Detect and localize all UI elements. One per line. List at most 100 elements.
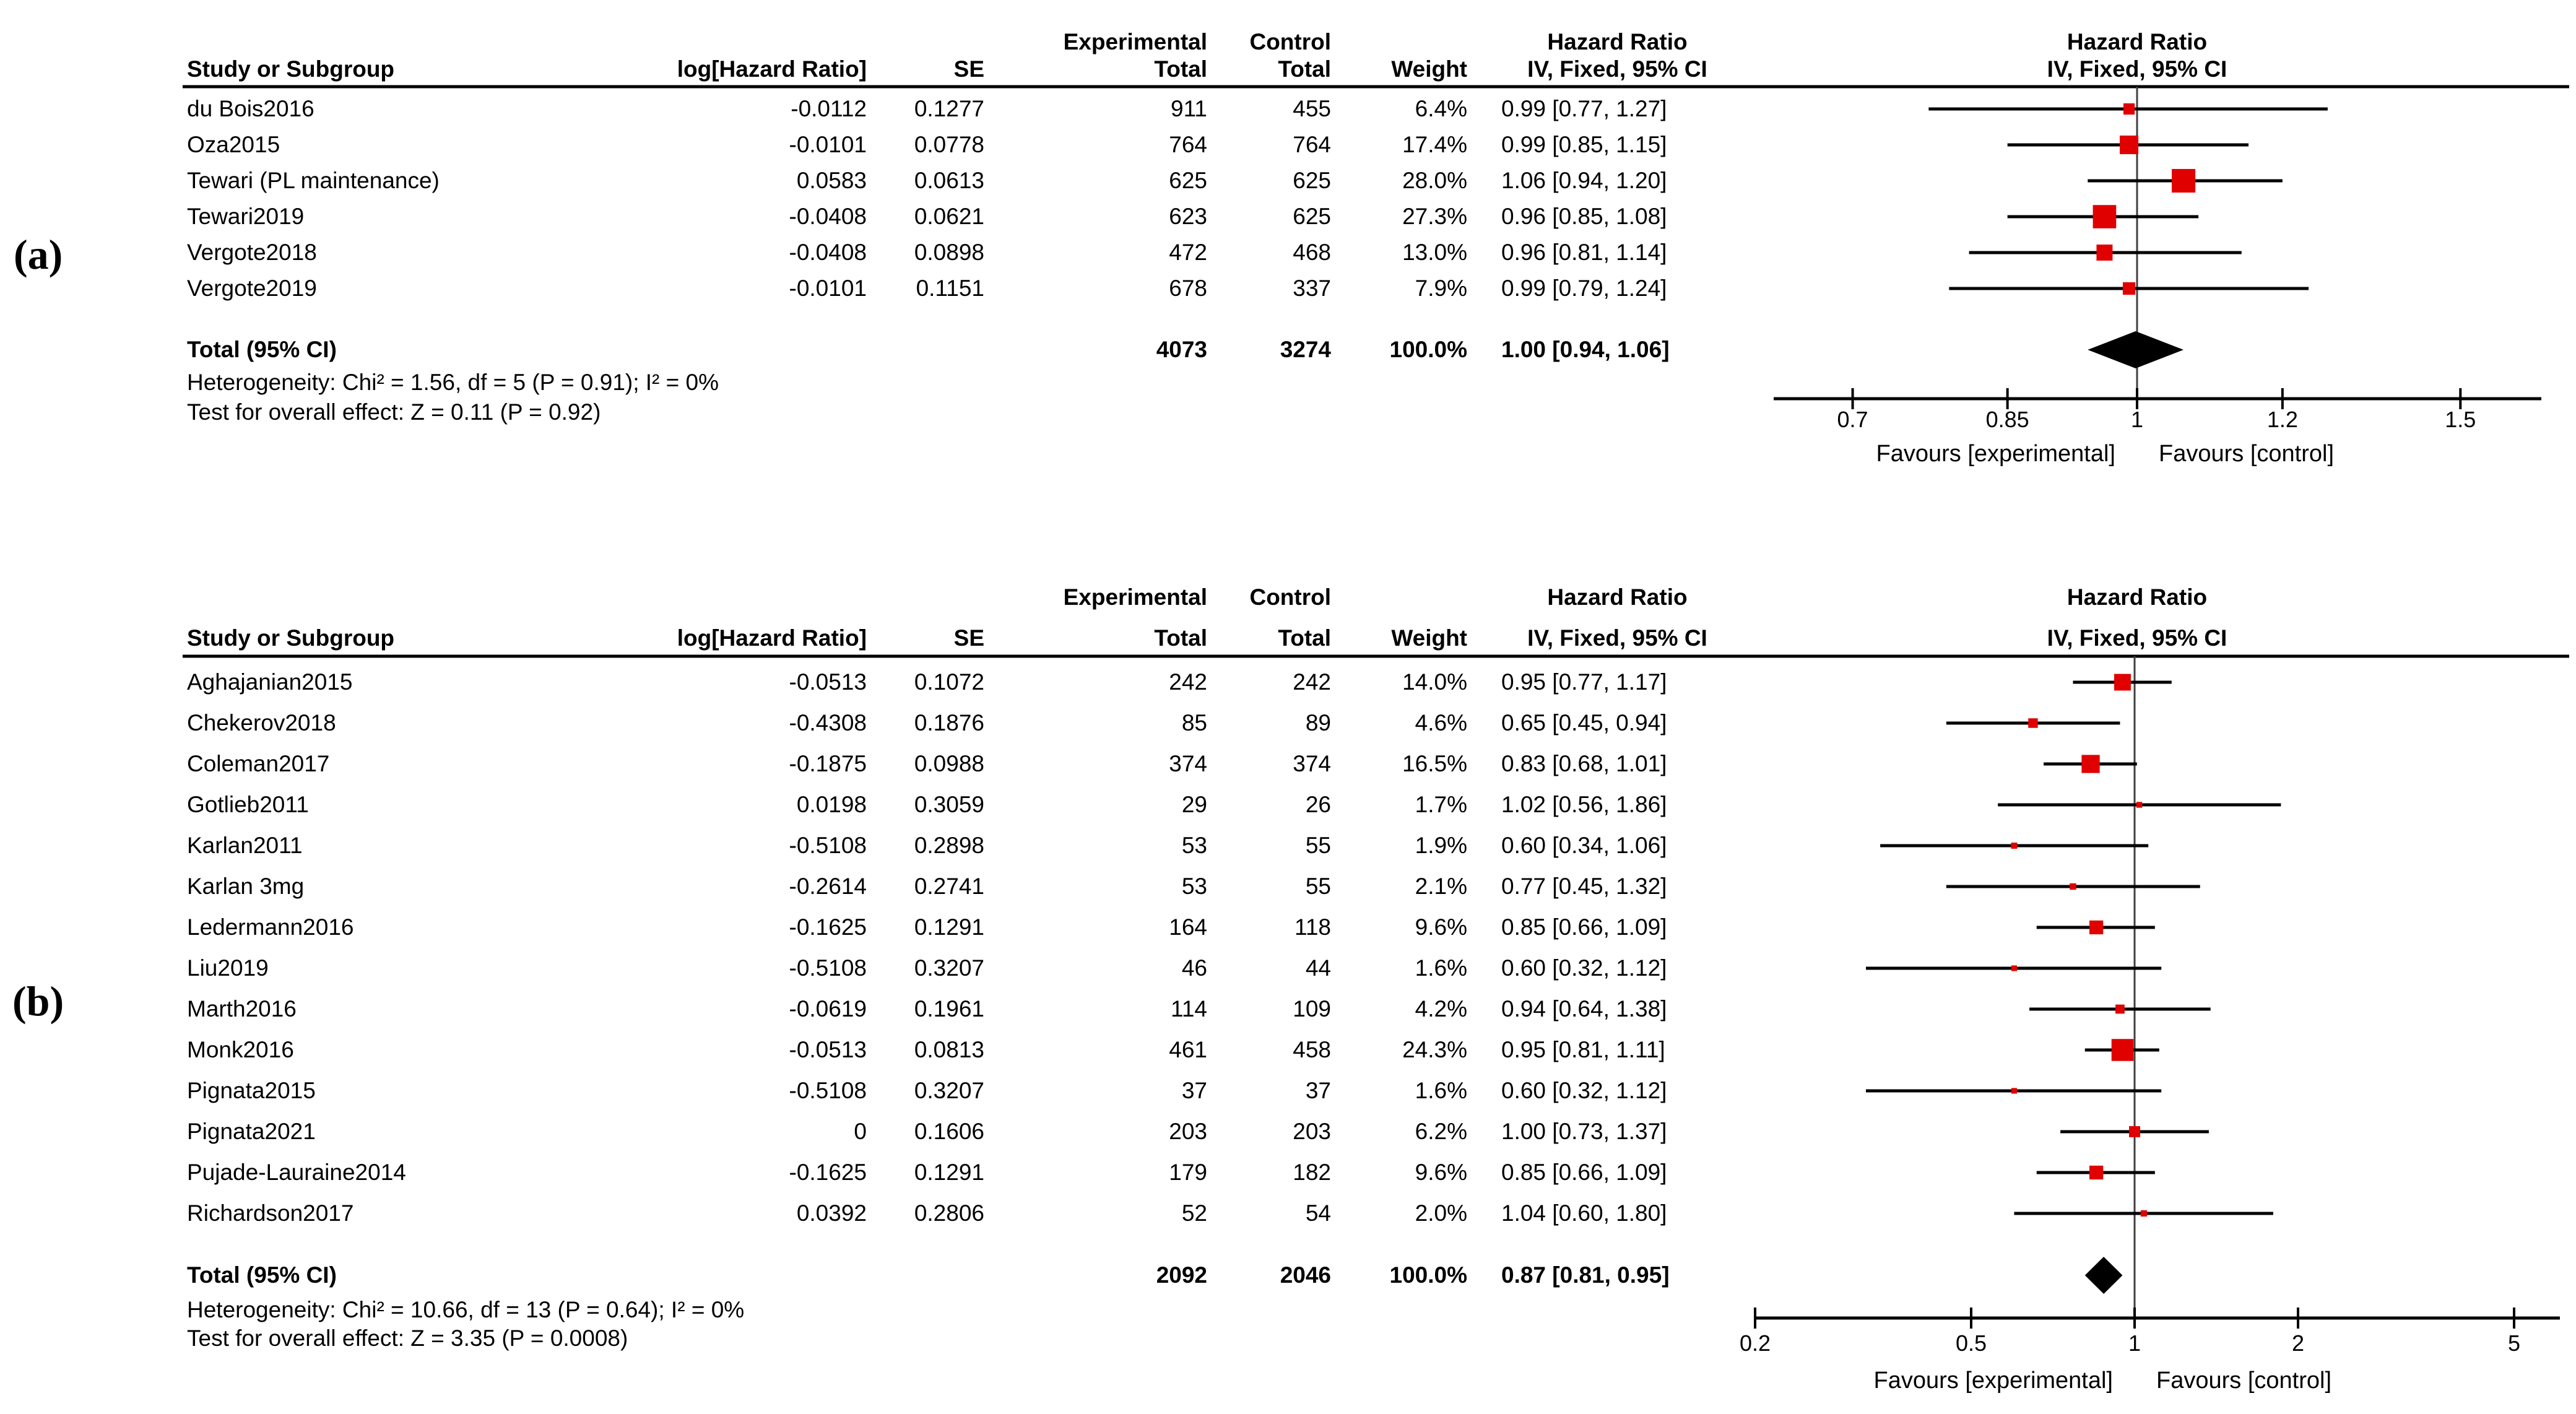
table-row: Ledermann2016 -0.1625 0.1291 164 118 9.6% 0.85…	[0, 914, 2576, 941]
experimental-total-value: 52	[1181, 1200, 1207, 1226]
table-row: Karlan2011 -0.5108 0.2898 53 55 1.9% 0.60 [0.3…	[0, 832, 2576, 859]
log-hazard-ratio-value: -0.2614	[789, 874, 867, 899]
col-weight: Weight	[1391, 625, 1467, 651]
se-value: 0.2741	[914, 874, 984, 899]
control-total-value: 55	[1305, 833, 1331, 858]
col-experimental: Experimental	[1063, 29, 1207, 54]
study-name: Oza2015	[187, 132, 280, 157]
log-hazard-ratio-value: -0.1625	[789, 914, 867, 940]
log-hazard-ratio-value: 0	[854, 1119, 867, 1144]
control-total-value: 118	[1295, 914, 1331, 940]
weight-value: 27.3%	[1402, 204, 1467, 229]
study-name: Chekerov2018	[187, 710, 336, 735]
study-name: Ledermann2016	[187, 914, 354, 940]
experimental-total-value: 242	[1169, 669, 1207, 695]
plot-header-iv-fixed-ci: IV, Fixed, 95% CI	[2047, 625, 2227, 651]
table-row: Monk2016 -0.0513 0.0813 461 458 24.3% 0.95 [0.…	[0, 1036, 2576, 1064]
log-hazard-ratio-value: -0.5108	[789, 1078, 867, 1103]
panel-a-header-row-1: Experimental Control Hazard Ratio Hazard…	[0, 28, 2576, 56]
table-row: Gotlieb2011 0.0198 0.3059 29 26 1.7% 1.02 [0.5…	[0, 791, 2576, 818]
experimental-total-value: 179	[1169, 1160, 1207, 1185]
log-hazard-ratio-value: -0.5108	[789, 833, 867, 858]
heterogeneity-text: Heterogeneity: Chi² = 1.56, df = 5 (P = …	[187, 370, 719, 395]
experimental-total-value: 53	[1181, 874, 1207, 899]
hazard-ratio-ci-text: 0.99 [0.85, 1.15]	[1501, 132, 1667, 157]
hazard-ratio-ci-text: 1.04 [0.60, 1.80]	[1501, 1200, 1667, 1226]
col-iv-fixed-ci: IV, Fixed, 95% CI	[1527, 625, 1707, 651]
weight-value: 1.6%	[1415, 1078, 1467, 1103]
experimental-total-value: 29	[1181, 792, 1207, 817]
weight-value: 7.9%	[1415, 275, 1467, 301]
col-weight: Weight	[1391, 56, 1467, 82]
panel-b-header-row-1: Experimental Control Hazard Ratio Hazard…	[0, 584, 2576, 611]
study-name: Gotlieb2011	[187, 792, 309, 817]
overall-effect-text: Test for overall effect: Z = 0.11 (P = 0…	[187, 399, 601, 425]
col-study-or-subgroup: Study or Subgroup	[187, 56, 395, 82]
log-hazard-ratio-value: -0.0408	[789, 240, 867, 265]
total-row: Total (95% CI) 4073 3274 100.0% 1.00 [0.94, …	[0, 336, 2576, 363]
panel-b-label: (b)	[12, 978, 64, 1025]
control-total-value: 109	[1293, 996, 1331, 1021]
table-row: Karlan 3mg -0.2614 0.2741 53 55 2.1% 0.77 [0.4…	[0, 873, 2576, 900]
heterogeneity-text: Heterogeneity: Chi² = 10.66, df = 13 (P …	[187, 1297, 745, 1322]
study-name: Pignata2015	[187, 1078, 316, 1103]
table-row: Vergote2019 -0.0101 0.1151 678 337 7.9% 0.99 […	[0, 275, 2576, 302]
favours-control-label: Favours [control]	[2159, 441, 2334, 467]
control-total-value: 458	[1293, 1037, 1331, 1062]
control-total-value: 468	[1293, 240, 1331, 265]
table-row: Coleman2017 -0.1875 0.0988 374 374 16.5% 0.83 …	[0, 750, 2576, 778]
total-hazard-ratio-ci-text: 1.00 [0.94, 1.06]	[1501, 337, 1670, 362]
hazard-ratio-ci-text: 0.83 [0.68, 1.01]	[1501, 751, 1667, 776]
study-name: Coleman2017	[187, 751, 330, 776]
experimental-total-value: 625	[1169, 168, 1207, 193]
experimental-total-value: 472	[1169, 240, 1207, 265]
study-name: Tewari (PL maintenance)	[187, 168, 440, 193]
control-total-value: 764	[1293, 132, 1331, 157]
study-name: Liu2019	[187, 955, 269, 981]
weight-value: 13.0%	[1402, 240, 1467, 265]
hazard-ratio-ci-text: 0.95 [0.81, 1.11]	[1501, 1037, 1665, 1062]
total-weight-value: 100.0%	[1389, 1262, 1468, 1288]
se-value: 0.0621	[914, 204, 984, 229]
table-row: Tewari2019 -0.0408 0.0621 623 625 27.3% 0.96 […	[0, 203, 2576, 230]
experimental-total-value: 461	[1169, 1037, 1207, 1062]
col-control-total: Total	[1278, 56, 1331, 82]
study-name: Richardson2017	[187, 1200, 354, 1226]
se-value: 0.1876	[914, 710, 984, 735]
hazard-ratio-ci-text: 1.06 [0.94, 1.20]	[1501, 168, 1667, 193]
log-hazard-ratio-value: -0.0112	[791, 96, 867, 121]
se-value: 0.1151	[916, 275, 984, 301]
experimental-total-value: 678	[1169, 275, 1207, 301]
se-value: 0.0613	[914, 168, 984, 193]
heterogeneity-row: Heterogeneity: Chi² = 10.66, df = 13 (P …	[0, 1296, 2576, 1324]
log-hazard-ratio-value: -0.0513	[789, 669, 867, 695]
favours-experimental-label: Favours [experimental]	[1874, 1368, 2114, 1394]
control-total-value: 337	[1293, 275, 1331, 301]
log-hazard-ratio-value: -0.1625	[789, 1160, 867, 1185]
hazard-ratio-ci-text: 1.00 [0.73, 1.37]	[1501, 1119, 1667, 1144]
hazard-ratio-ci-text: 0.96 [0.81, 1.14]	[1501, 240, 1667, 265]
table-row: Aghajanian2015 -0.0513 0.1072 242 242 14.0% 0.…	[0, 669, 2576, 696]
study-name: Monk2016	[187, 1037, 294, 1062]
panel-a-label: (a)	[14, 231, 63, 278]
experimental-total-value: 114	[1171, 996, 1207, 1021]
study-name: Pignata2021	[187, 1119, 316, 1144]
table-row: Richardson2017 0.0392 0.2806 52 54 2.0% 1.04 […	[0, 1200, 2576, 1227]
study-name: Karlan 3mg	[187, 874, 305, 899]
table-row: Pujade-Lauraine2014 -0.1625 0.1291 179 182 9.…	[0, 1159, 2576, 1186]
favours-experimental-label: Favours [experimental]	[1876, 441, 2116, 467]
weight-value: 28.0%	[1402, 168, 1467, 193]
control-total-value: 55	[1305, 874, 1331, 899]
control-total-value: 44	[1305, 955, 1331, 981]
hazard-ratio-ci-text: 0.60 [0.32, 1.12]	[1501, 1078, 1667, 1103]
col-control-total: Total	[1278, 625, 1331, 651]
weight-value: 6.2%	[1415, 1119, 1467, 1144]
table-row: Pignata2015 -0.5108 0.3207 37 37 1.6% 0.60 [0.…	[0, 1077, 2576, 1104]
hazard-ratio-ci-text: 1.02 [0.56, 1.86]	[1501, 792, 1667, 817]
hazard-ratio-ci-text: 0.85 [0.66, 1.09]	[1501, 1160, 1667, 1185]
se-value: 0.2806	[914, 1200, 984, 1226]
table-row: du Bois2016 -0.0112 0.1277 911 455 6.4% 0.99 […	[0, 95, 2576, 123]
col-control: Control	[1249, 584, 1331, 610]
total-hazard-ratio-ci-text: 0.87 [0.81, 0.95]	[1501, 1262, 1670, 1288]
